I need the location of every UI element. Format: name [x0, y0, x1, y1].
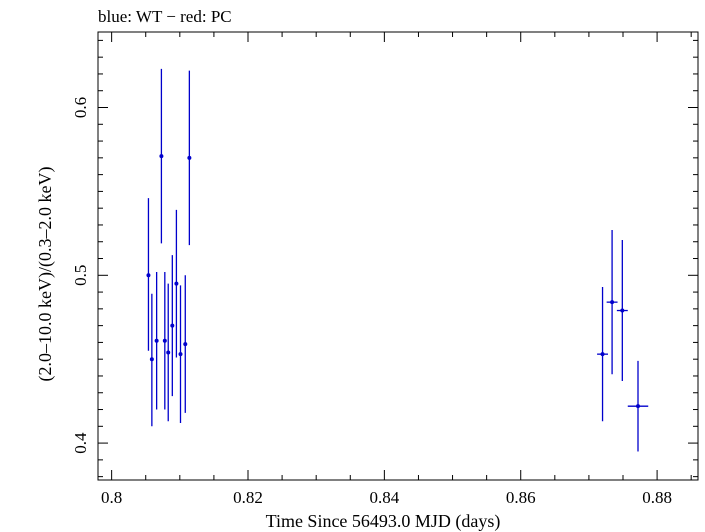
y-tick-label: 0.6 [71, 97, 90, 118]
data-point [170, 255, 175, 397]
y-axis: 0.4 0.5 0.6 [71, 39, 698, 478]
x-tick-label: 0.86 [506, 488, 536, 507]
data-marker [166, 350, 171, 355]
y-axis-label: (2.0–10.0 keV)/(0.3–2.0 keV) [35, 167, 56, 382]
data-point [627, 360, 649, 452]
x-tick-label: 0.88 [642, 488, 672, 507]
data-point [597, 287, 608, 422]
data-marker [187, 155, 192, 160]
data-marker [620, 308, 625, 313]
data-point [606, 229, 618, 375]
x-tick-label: 0.8 [101, 488, 122, 507]
data-marker [146, 273, 151, 278]
data-marker [178, 352, 183, 357]
data-point [187, 70, 192, 246]
x-tick-label: 0.84 [369, 488, 399, 507]
data-marker [183, 342, 188, 347]
chart-title: blue: WT − red: PC [98, 7, 232, 26]
data-point [154, 271, 159, 410]
data-point [146, 198, 151, 351]
data-point [166, 283, 171, 422]
data-marker [636, 404, 640, 409]
data-marker [159, 154, 164, 159]
data-marker [174, 281, 179, 286]
data-points [146, 68, 649, 452]
data-marker [600, 352, 605, 357]
data-point [183, 275, 188, 413]
data-marker [162, 338, 167, 343]
data-point [159, 68, 164, 244]
data-point [616, 240, 628, 382]
data-point [149, 293, 154, 427]
data-marker [170, 323, 175, 328]
data-marker [149, 357, 154, 362]
data-point [174, 209, 179, 358]
y-tick-label: 0.4 [71, 432, 90, 454]
x-axis: 0.8 0.82 0.84 0.86 0.88 [101, 32, 692, 507]
plot-frame [97, 31, 699, 481]
y-tick-label: 0.5 [71, 265, 90, 286]
x-tick-label: 0.82 [233, 488, 263, 507]
data-marker [154, 338, 159, 343]
x-axis-label: Time Since 56493.0 MJD (days) [266, 511, 501, 532]
data-point [162, 271, 167, 410]
data-point [178, 285, 183, 423]
data-marker [610, 300, 615, 305]
